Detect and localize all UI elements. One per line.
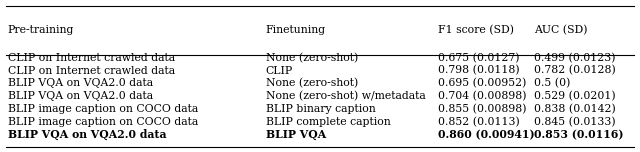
Text: 0.852 (0.0113): 0.852 (0.0113): [438, 117, 520, 127]
Text: 0.704 (0.00898): 0.704 (0.00898): [438, 91, 527, 101]
Text: F1 score (SD): F1 score (SD): [438, 25, 515, 36]
Text: Finetuning: Finetuning: [266, 25, 326, 35]
Text: BLIP VQA: BLIP VQA: [266, 129, 326, 140]
Text: 0.695 (0.00952): 0.695 (0.00952): [438, 78, 527, 88]
Text: None (zero-shot): None (zero-shot): [266, 53, 358, 63]
Text: BLIP VQA on VQA2.0 data: BLIP VQA on VQA2.0 data: [8, 129, 166, 140]
Text: BLIP VQA on VQA2.0 data: BLIP VQA on VQA2.0 data: [8, 78, 153, 88]
Text: Pre-training: Pre-training: [8, 25, 74, 35]
Text: BLIP complete caption: BLIP complete caption: [266, 117, 390, 127]
Text: BLIP image caption on COCO data: BLIP image caption on COCO data: [8, 104, 198, 114]
Text: AUC (SD): AUC (SD): [534, 25, 588, 36]
Text: 0.855 (0.00898): 0.855 (0.00898): [438, 104, 527, 114]
Text: 0.529 (0.0201): 0.529 (0.0201): [534, 91, 616, 101]
Text: 0.798 (0.0118): 0.798 (0.0118): [438, 65, 520, 76]
Text: BLIP binary caption: BLIP binary caption: [266, 104, 375, 114]
Text: 0.782 (0.0128): 0.782 (0.0128): [534, 65, 616, 76]
Text: 0.499 (0.0123): 0.499 (0.0123): [534, 53, 616, 63]
Text: 0.675 (0.0127): 0.675 (0.0127): [438, 53, 520, 63]
Text: 0.838 (0.0142): 0.838 (0.0142): [534, 104, 616, 114]
Text: None (zero-shot) w/metadata: None (zero-shot) w/metadata: [266, 91, 426, 101]
Text: BLIP image caption on COCO data: BLIP image caption on COCO data: [8, 117, 198, 127]
Text: 0.853 (0.0116): 0.853 (0.0116): [534, 129, 624, 140]
Text: 0.845 (0.0133): 0.845 (0.0133): [534, 117, 616, 127]
Text: None (zero-shot): None (zero-shot): [266, 78, 358, 88]
Text: 0.860 (0.00941): 0.860 (0.00941): [438, 129, 535, 140]
Text: CLIP: CLIP: [266, 66, 293, 76]
Text: BLIP VQA on VQA2.0 data: BLIP VQA on VQA2.0 data: [8, 91, 153, 101]
Text: CLIP on Internet crawled data: CLIP on Internet crawled data: [8, 66, 175, 76]
Text: CLIP on Internet crawled data: CLIP on Internet crawled data: [8, 53, 175, 63]
Text: 0.5 (0): 0.5 (0): [534, 78, 571, 88]
